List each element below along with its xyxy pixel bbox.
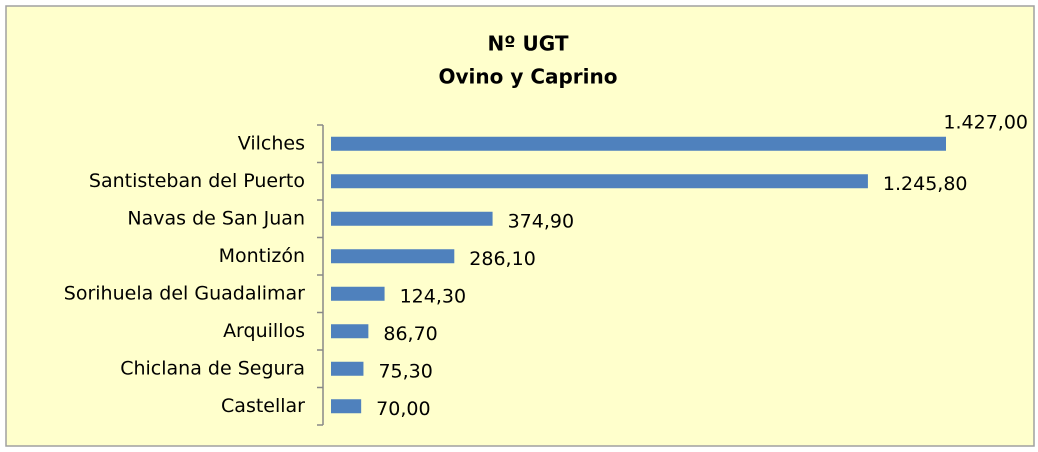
category-label: Montizón: [219, 245, 305, 267]
data-label: 124,30: [400, 285, 466, 307]
data-label: 374,90: [508, 210, 574, 232]
chart-subtitle: Ovino y Caprino: [438, 65, 617, 89]
chart-background: [5, 5, 1035, 447]
data-label: 1.427,00: [943, 111, 1028, 133]
category-label: Vilches: [238, 132, 305, 154]
category-label: Sorihuela del Guadalimar: [64, 282, 305, 304]
data-label: 70,00: [376, 398, 430, 420]
bar: [331, 286, 385, 301]
bar: [331, 211, 493, 226]
data-label: 286,10: [469, 248, 535, 270]
bar: [331, 136, 946, 151]
bar: [331, 361, 364, 376]
data-label: 1.245,80: [883, 173, 968, 195]
bar: [331, 174, 868, 189]
category-label: Navas de San Juan: [127, 207, 305, 229]
category-label: Arquillos: [223, 320, 305, 342]
bar: [331, 399, 362, 414]
category-label: Santisteban del Puerto: [89, 170, 305, 192]
data-label: 75,30: [378, 360, 432, 382]
bar: [331, 249, 455, 264]
category-label: Chiclana de Segura: [120, 357, 305, 379]
category-label: Castellar: [221, 395, 305, 417]
chart-title: Nº UGT: [488, 32, 569, 56]
bar: [331, 324, 369, 339]
data-label: 86,70: [383, 323, 437, 345]
